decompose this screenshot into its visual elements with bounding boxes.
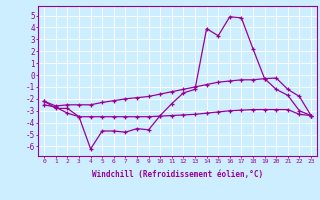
X-axis label: Windchill (Refroidissement éolien,°C): Windchill (Refroidissement éolien,°C) xyxy=(92,170,263,179)
